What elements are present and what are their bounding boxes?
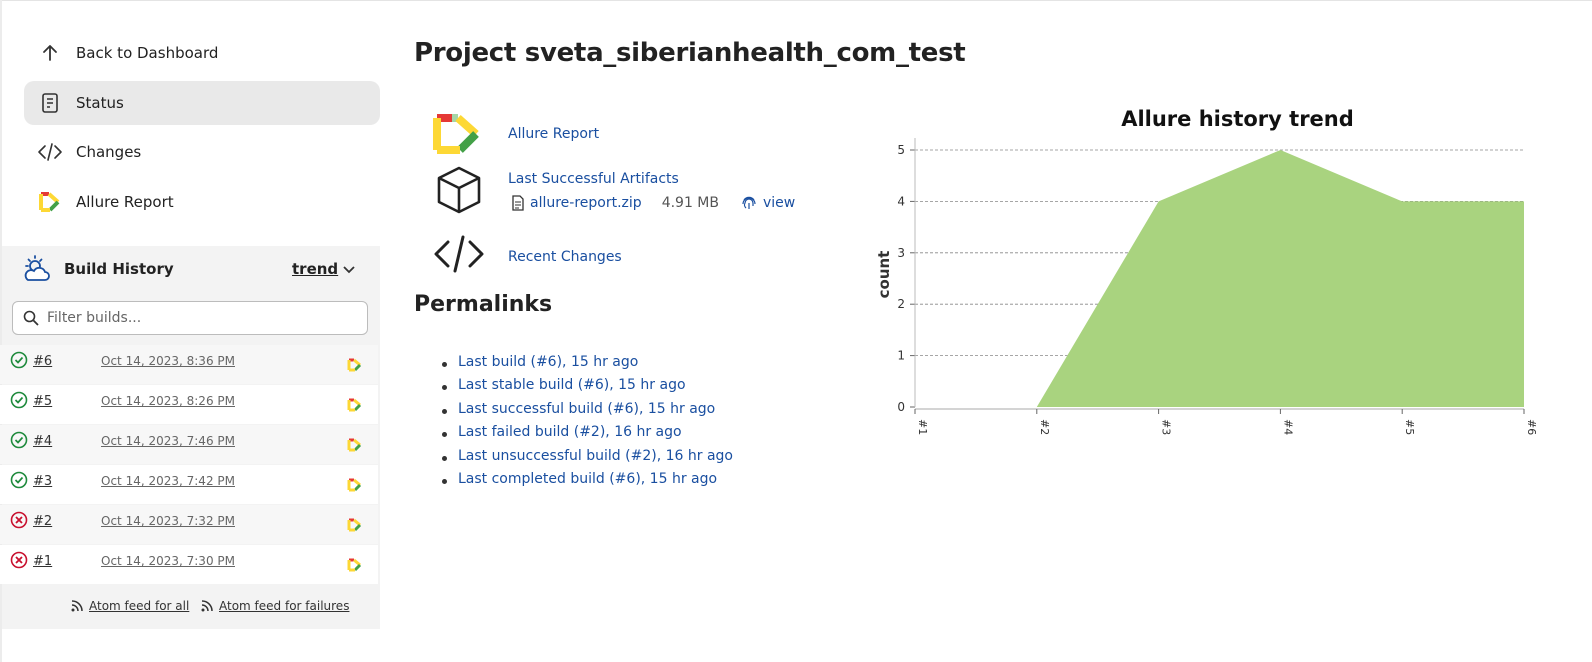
build-history-title: Build History xyxy=(64,260,174,278)
permalink-item[interactable]: Last failed build (#2), 16 hr ago xyxy=(440,424,733,447)
y-tick-label: 1 xyxy=(897,349,905,363)
build-number-link[interactable]: #6 xyxy=(33,354,53,369)
allure-logo-icon[interactable] xyxy=(347,357,363,377)
rss-icon xyxy=(71,600,83,612)
permalink-item[interactable]: Last build (#6), 15 hr ago xyxy=(440,354,733,377)
build-number-link[interactable]: #1 xyxy=(33,554,53,569)
build-row[interactable]: #2 Oct 14, 2023, 7:32 PM xyxy=(0,505,378,544)
chevron-down-icon[interactable] xyxy=(342,262,356,281)
nav-back-to-dashboard[interactable]: Back to Dashboard xyxy=(24,31,380,75)
build-number-link[interactable]: #5 xyxy=(33,394,53,409)
allure-logo-icon[interactable] xyxy=(347,517,363,537)
success-check-icon xyxy=(10,471,28,493)
feed-failures-label: Atom feed for failures xyxy=(219,599,350,613)
build-date-link[interactable]: Oct 14, 2023, 7:42 PM xyxy=(101,474,235,488)
y-tick-label: 3 xyxy=(897,246,905,260)
success-check-icon xyxy=(10,391,28,413)
allure-report-link[interactable]: Allure Report xyxy=(508,126,600,142)
build-number-link[interactable]: #3 xyxy=(33,474,53,489)
y-tick-label: 4 xyxy=(897,194,905,208)
permalink-item[interactable]: Last successful build (#6), 15 hr ago xyxy=(440,401,733,424)
page-title: Project sveta_siberianhealth_com_test xyxy=(414,38,966,68)
build-row[interactable]: #6 Oct 14, 2023, 8:36 PM xyxy=(0,345,378,384)
trend-area xyxy=(1036,150,1524,407)
permalinks-heading: Permalinks xyxy=(414,292,553,317)
left-border xyxy=(0,0,2,662)
y-axis-label: count xyxy=(875,251,893,299)
y-tick-label: 2 xyxy=(897,297,905,311)
filter-builds-field[interactable] xyxy=(12,301,368,335)
permalink-item[interactable]: Last completed build (#6), 15 hr ago xyxy=(440,471,733,494)
nav-status[interactable]: Status xyxy=(24,81,380,125)
allure-logo-icon[interactable] xyxy=(347,557,363,577)
y-tick-label: 5 xyxy=(897,143,905,157)
build-date-link[interactable]: Oct 14, 2023, 7:32 PM xyxy=(101,514,235,528)
rss-icon xyxy=(201,600,213,612)
x-tick-label: #5 xyxy=(1403,419,1416,435)
build-date-link[interactable]: Oct 14, 2023, 7:30 PM xyxy=(101,554,235,568)
recent-changes-link[interactable]: Recent Changes xyxy=(508,249,622,265)
feed-all-label: Atom feed for all xyxy=(89,599,190,613)
build-date-link[interactable]: Oct 14, 2023, 8:36 PM xyxy=(101,354,235,368)
artifact-row: allure-report.zip 4.91 MB view xyxy=(512,195,795,211)
y-tick-label: 0 xyxy=(897,400,905,414)
package-icon xyxy=(434,164,484,220)
failed-x-icon xyxy=(10,511,28,533)
nav-label: Back to Dashboard xyxy=(76,44,219,62)
build-number-link[interactable]: #4 xyxy=(33,434,53,449)
build-row[interactable]: #3 Oct 14, 2023, 7:42 PM xyxy=(0,465,378,504)
arrow-up-icon xyxy=(36,39,64,67)
build-row[interactable]: #1 Oct 14, 2023, 7:30 PM xyxy=(0,545,378,584)
code-icon xyxy=(36,138,64,166)
artifact-file-link[interactable]: allure-report.zip xyxy=(530,195,642,211)
allure-logo-icon[interactable] xyxy=(347,397,363,417)
nav-label: Status xyxy=(76,94,124,112)
atom-feeds: Atom feed for all Atom feed for failures xyxy=(2,586,380,628)
trend-link[interactable]: trend xyxy=(292,260,339,278)
filter-builds-input[interactable] xyxy=(45,309,349,327)
nav-allure-report[interactable]: Allure Report xyxy=(24,180,380,224)
x-tick-label: #4 xyxy=(1281,419,1294,435)
artifact-size: 4.91 MB xyxy=(661,195,719,211)
x-tick-label: #2 xyxy=(1038,419,1051,435)
permalink-item[interactable]: Last unsuccessful build (#2), 16 hr ago xyxy=(440,448,733,471)
allure-logo-icon[interactable] xyxy=(347,437,363,457)
file-icon xyxy=(512,195,524,211)
x-tick-label: #1 xyxy=(916,419,929,435)
view-link[interactable]: view xyxy=(763,195,796,211)
build-date-link[interactable]: Oct 14, 2023, 7:46 PM xyxy=(101,434,235,448)
allure-trend-chart[interactable]: Allure history trend 0 1 2 3 4 5 #1 #2 #3 #4 #5 #6 co… xyxy=(860,96,1560,456)
permalink-item[interactable]: Last stable build (#6), 15 hr ago xyxy=(440,377,733,400)
x-tick-label: #3 xyxy=(1160,419,1173,435)
success-check-icon xyxy=(10,351,28,373)
failed-x-icon xyxy=(10,551,28,573)
allure-logo-icon[interactable] xyxy=(347,477,363,497)
build-history-header: Build History xyxy=(2,246,380,292)
nav-label: Allure Report xyxy=(76,193,174,211)
code-icon xyxy=(432,234,486,278)
x-tick-label: #6 xyxy=(1525,419,1538,435)
allure-logo-icon xyxy=(432,110,484,162)
build-date-link[interactable]: Oct 14, 2023, 8:26 PM xyxy=(101,394,235,408)
chart-title: Allure history trend xyxy=(1121,107,1354,131)
top-border xyxy=(0,0,1592,1)
feed-all-link[interactable]: Atom feed for all xyxy=(70,599,189,613)
build-number-link[interactable]: #2 xyxy=(33,514,53,529)
build-row[interactable]: #4 Oct 14, 2023, 7:46 PM xyxy=(0,425,378,464)
permalinks-list: Last build (#6), 15 hr ago Last stable b… xyxy=(440,354,733,494)
last-successful-artifacts-link[interactable]: Last Successful Artifacts xyxy=(508,171,679,187)
weather-icon xyxy=(22,254,52,284)
document-icon xyxy=(36,89,64,117)
fingerprint-icon[interactable] xyxy=(741,195,757,211)
success-check-icon xyxy=(10,431,28,453)
nav-changes[interactable]: Changes xyxy=(24,130,380,174)
trend-chart-svg: Allure history trend 0 1 2 3 4 5 #1 #2 #3 #4 #5 #6 co… xyxy=(875,107,1538,435)
feed-failures-link[interactable]: Atom feed for failures xyxy=(200,599,349,613)
sidebar: Back to Dashboard Status Changes Allure … xyxy=(0,0,380,662)
nav-label: Changes xyxy=(76,143,142,161)
search-icon xyxy=(23,310,39,326)
build-row[interactable]: #5 Oct 14, 2023, 8:26 PM xyxy=(0,385,378,424)
allure-logo-icon xyxy=(36,188,64,216)
